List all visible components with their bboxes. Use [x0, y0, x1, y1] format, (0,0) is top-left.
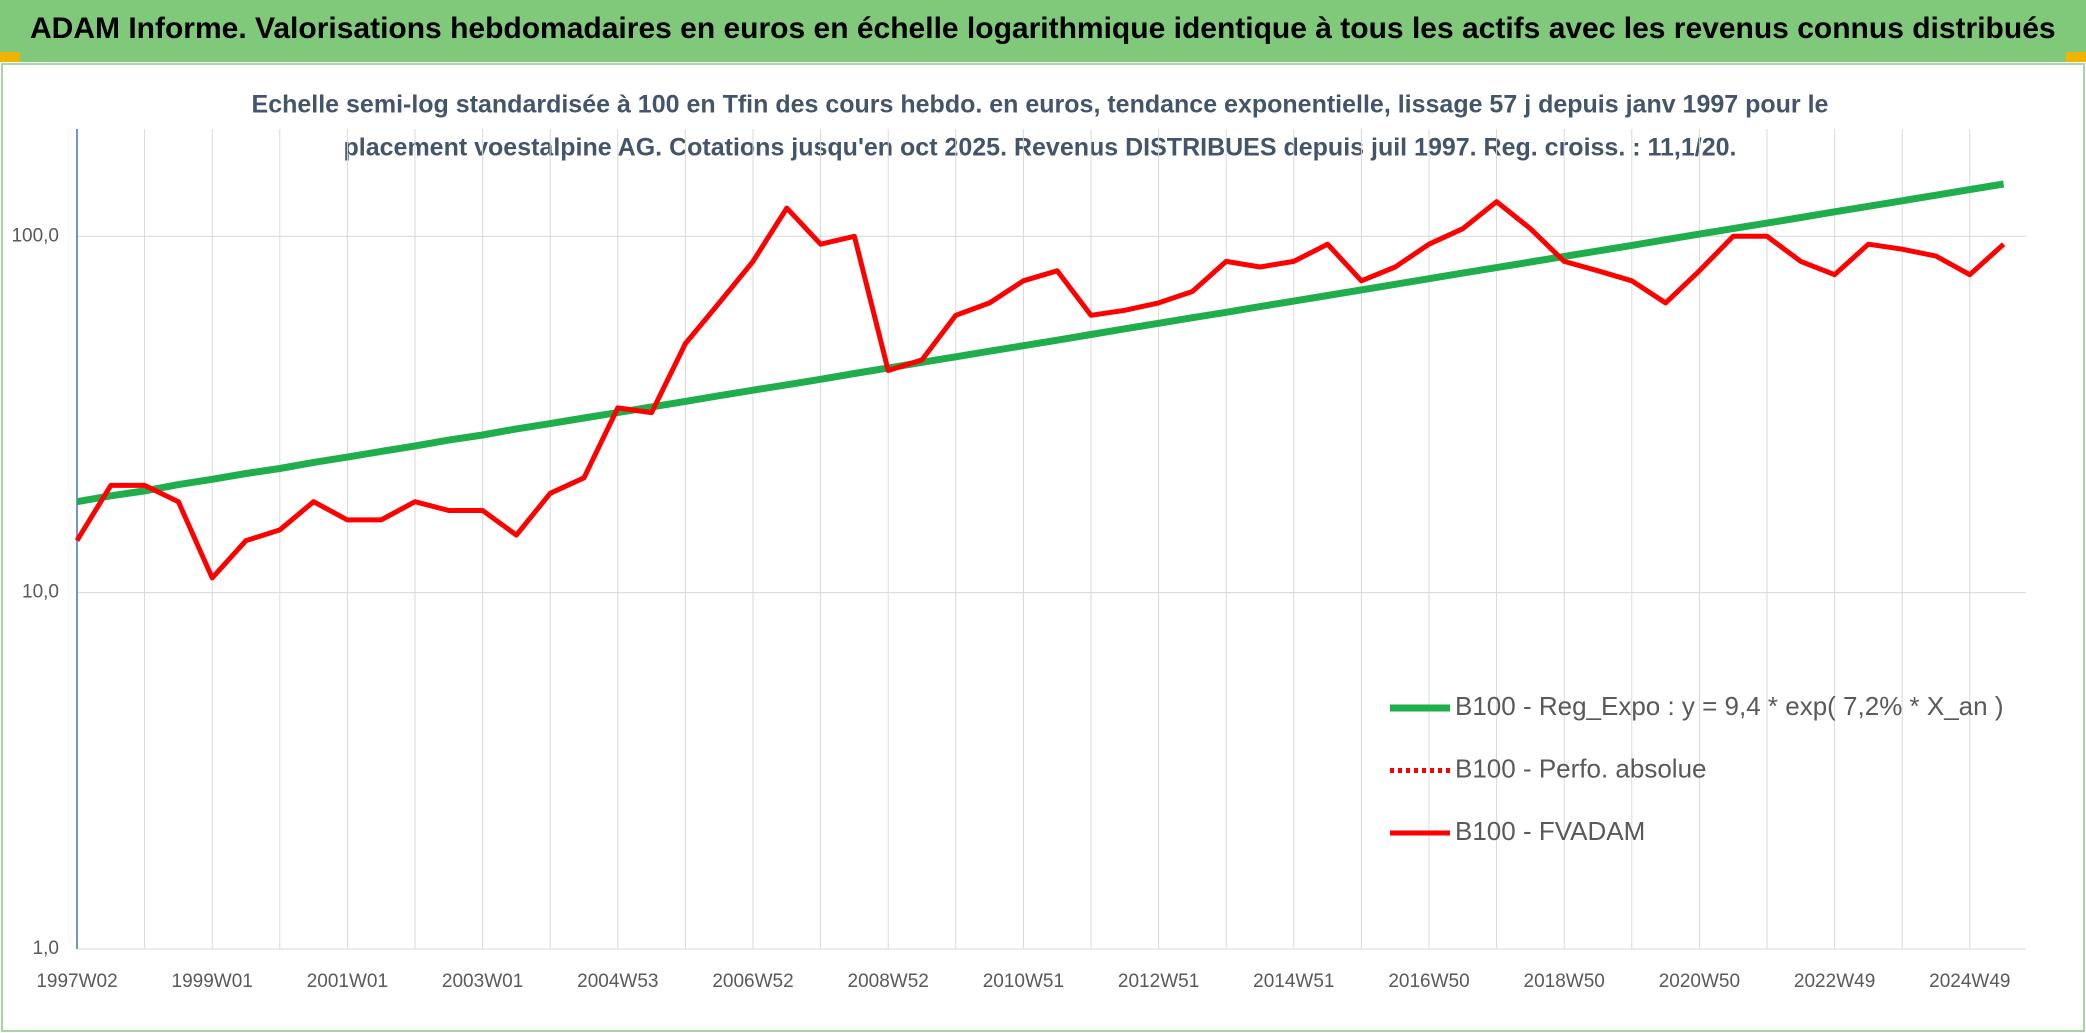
y-tick-label: 1,0 [33, 938, 59, 959]
title-bar [0, 0, 2086, 62]
x-tick-label: 2006W52 [712, 971, 793, 992]
x-tick-label: 2010W51 [983, 971, 1064, 992]
legend-label: B100 - FVADAM [1455, 816, 1645, 846]
x-tick-label: 2012W51 [1118, 971, 1199, 992]
line-series [74, 199, 2006, 581]
y-tick-label: 100,0 [11, 225, 59, 246]
x-tick-label: 1997W02 [36, 971, 117, 992]
x-tick-label: 2016W50 [1388, 971, 1469, 992]
chart-subtitle: Echelle semi-log standardisée à 100 en T… [252, 91, 1829, 119]
line-series [76, 180, 2005, 506]
x-tick-label: 2001W01 [307, 971, 388, 992]
chart-subtitle: placement voestalpine AG. Cotations jusq… [344, 134, 1737, 162]
x-tick-label: 2008W52 [848, 971, 929, 992]
x-tick-label: 2018W50 [1524, 971, 1605, 992]
corner [0, 52, 20, 62]
corner [2066, 52, 2086, 62]
x-tick-label: 2004W53 [577, 971, 658, 992]
x-tick-label: 2024W49 [1929, 971, 2010, 992]
x-tick-label: 2014W51 [1253, 971, 1334, 992]
x-tick-label: 1999W01 [172, 971, 253, 992]
x-tick-label: 2020W50 [1659, 971, 1740, 992]
x-tick-label: 2003W01 [442, 971, 523, 992]
legend-label: B100 - Reg_Expo : y = 9,4 * exp( 7,2% * … [1455, 691, 2004, 721]
chart-title: ADAM Informe. Valorisations hebdomadaire… [30, 12, 2056, 45]
x-tick-label: 2022W49 [1794, 971, 1875, 992]
legend-label: B100 - Perfo. absolue [1455, 753, 1707, 783]
y-tick-label: 10,0 [22, 582, 59, 603]
frame [1, 63, 2085, 1032]
